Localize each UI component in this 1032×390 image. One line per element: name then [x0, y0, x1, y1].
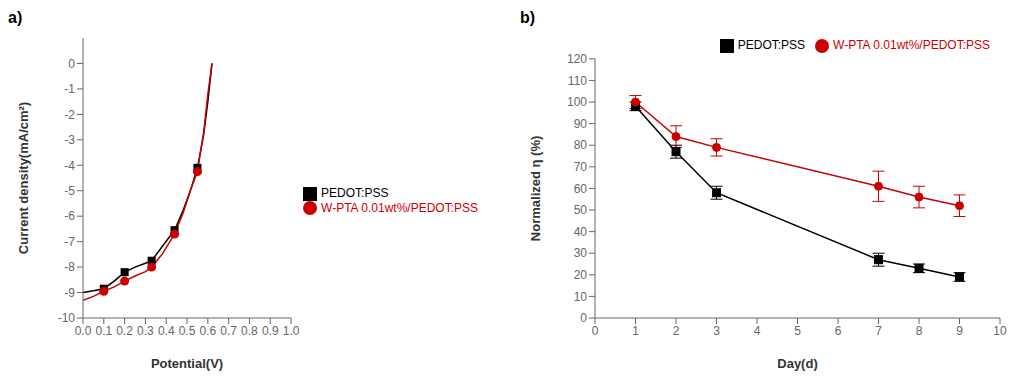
svg-text:Potential(V): Potential(V) [151, 356, 223, 371]
svg-text:1.0: 1.0 [283, 324, 300, 338]
svg-text:10: 10 [574, 290, 588, 304]
svg-text:70: 70 [574, 160, 588, 174]
svg-text:0: 0 [580, 311, 587, 325]
svg-text:-5: -5 [64, 184, 75, 198]
svg-text:1: 1 [632, 324, 639, 338]
svg-text:5: 5 [794, 324, 801, 338]
svg-text:4: 4 [754, 324, 761, 338]
svg-text:100: 100 [567, 95, 587, 109]
svg-text:-8: -8 [64, 260, 75, 274]
svg-text:Current density(mA/cm²): Current density(mA/cm²) [16, 102, 31, 254]
svg-text:0.6: 0.6 [199, 324, 216, 338]
svg-text:-7: -7 [64, 235, 75, 249]
svg-text:80: 80 [574, 138, 588, 152]
svg-text:7: 7 [875, 324, 882, 338]
svg-text:Day(d): Day(d) [777, 356, 817, 371]
svg-text:-10: -10 [58, 311, 76, 325]
svg-text:-6: -6 [64, 209, 75, 223]
svg-text:-9: -9 [64, 286, 75, 300]
svg-text:3: 3 [713, 324, 720, 338]
html-text:b): b) [520, 9, 536, 26]
svg-text:10: 10 [993, 324, 1007, 338]
svg-text:-2: -2 [64, 108, 75, 122]
html-text:a): a) [8, 9, 23, 26]
svg-text:110: 110 [568, 74, 587, 88]
svg-text:0.9: 0.9 [262, 324, 279, 338]
svg-text:0: 0 [592, 324, 599, 338]
svg-text:6: 6 [835, 324, 842, 338]
svg-text:0.3: 0.3 [137, 324, 154, 338]
svg-text:0.7: 0.7 [220, 324, 237, 338]
svg-text:-1: -1 [64, 82, 75, 96]
svg-text:30: 30 [574, 246, 588, 260]
svg-text:60: 60 [574, 182, 588, 196]
svg-text:-4: -4 [64, 159, 75, 173]
svg-text:0: 0 [68, 57, 75, 71]
svg-text:0.1: 0.1 [95, 324, 112, 338]
svg-text:0.0: 0.0 [75, 324, 92, 338]
html-text:PEDOT:PSS: PEDOT:PSS [321, 185, 389, 200]
svg-text:40: 40 [574, 225, 588, 239]
svg-text:20: 20 [574, 268, 588, 282]
svg-text:Normalized η (%): Normalized η (%) [528, 136, 543, 241]
html-text:PEDOT:PSS: PEDOT:PSS [737, 38, 806, 52]
svg-text:0.2: 0.2 [116, 324, 133, 338]
html-text:W-PTA 0.01wt%/PEDOT:PSS: W-PTA 0.01wt%/PEDOT:PSS [321, 200, 478, 215]
svg-text:2: 2 [673, 324, 680, 338]
svg-text:50: 50 [574, 203, 588, 217]
svg-text:0.4: 0.4 [158, 324, 175, 338]
svg-text:9: 9 [956, 324, 963, 338]
svg-text:90: 90 [574, 117, 588, 131]
svg-text:0.5: 0.5 [179, 324, 196, 338]
svg-text:120: 120 [567, 52, 587, 66]
html-text:W-PTA 0.01wt%/PEDOT:PSS: W-PTA 0.01wt%/PEDOT:PSS [833, 38, 990, 52]
svg-text:-3: -3 [64, 133, 75, 147]
svg-text:8: 8 [916, 324, 923, 338]
svg-text:0.8: 0.8 [241, 324, 258, 338]
